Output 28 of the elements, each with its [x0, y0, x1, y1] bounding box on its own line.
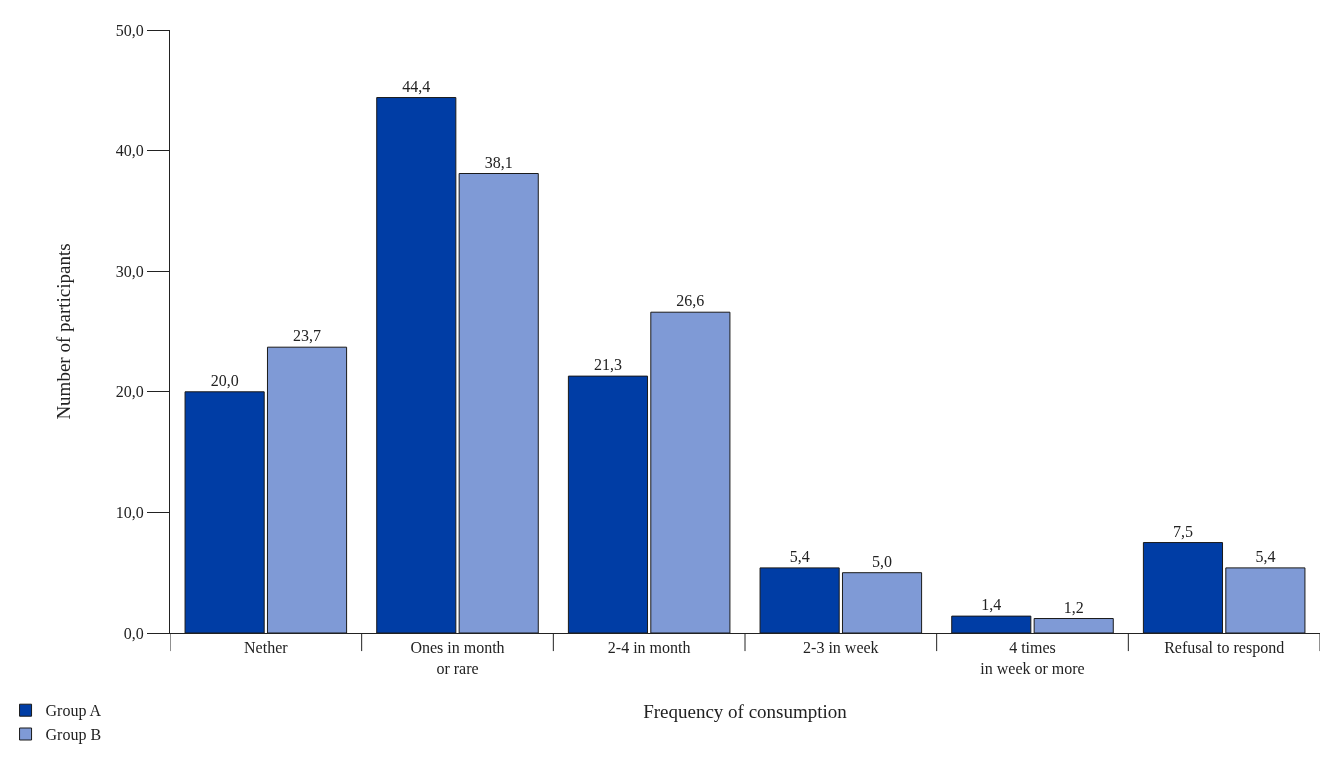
data-label: 5,0	[872, 552, 893, 570]
data-label: 5,4	[1255, 547, 1276, 565]
data-label: 1,4	[981, 596, 1002, 614]
y-tick-label: 0,0	[123, 624, 144, 642]
x-tick-label: Nether	[244, 639, 289, 657]
y-tick-label: 10,0	[115, 504, 144, 521]
data-label: 23,7	[293, 327, 322, 345]
data-label: 21,3	[593, 356, 622, 374]
legend-label: Group B	[45, 726, 102, 745]
y-tick-label: 30,0	[115, 262, 144, 280]
y-tick-label: 40,0	[115, 142, 144, 160]
data-label: 5,4	[789, 547, 810, 565]
x-axis-title: Frequency of consumption	[643, 700, 848, 722]
x-tick-label: 2-3 in week	[803, 639, 879, 657]
x-tick-label: 4 times in week or more	[980, 639, 1085, 677]
data-label: 38,1	[484, 153, 513, 171]
x-tick-label: Refusal to respond	[1164, 639, 1285, 658]
y-tick-label: 20,0	[115, 383, 144, 401]
data-label: 26,6	[676, 292, 705, 310]
legend-label: Group A	[45, 702, 102, 721]
data-label: 20,0	[210, 371, 239, 389]
data-label: 44,4	[402, 77, 431, 95]
x-tick-label: 2-4 in month	[607, 639, 691, 657]
data-label: 7,5	[1172, 522, 1193, 540]
y-tick-label: 50,0	[115, 21, 144, 39]
y-axis-title: Number of participants	[52, 243, 74, 420]
data-label: 1,2	[1063, 598, 1084, 616]
x-tick-label: Ones in month or rare	[410, 639, 505, 677]
